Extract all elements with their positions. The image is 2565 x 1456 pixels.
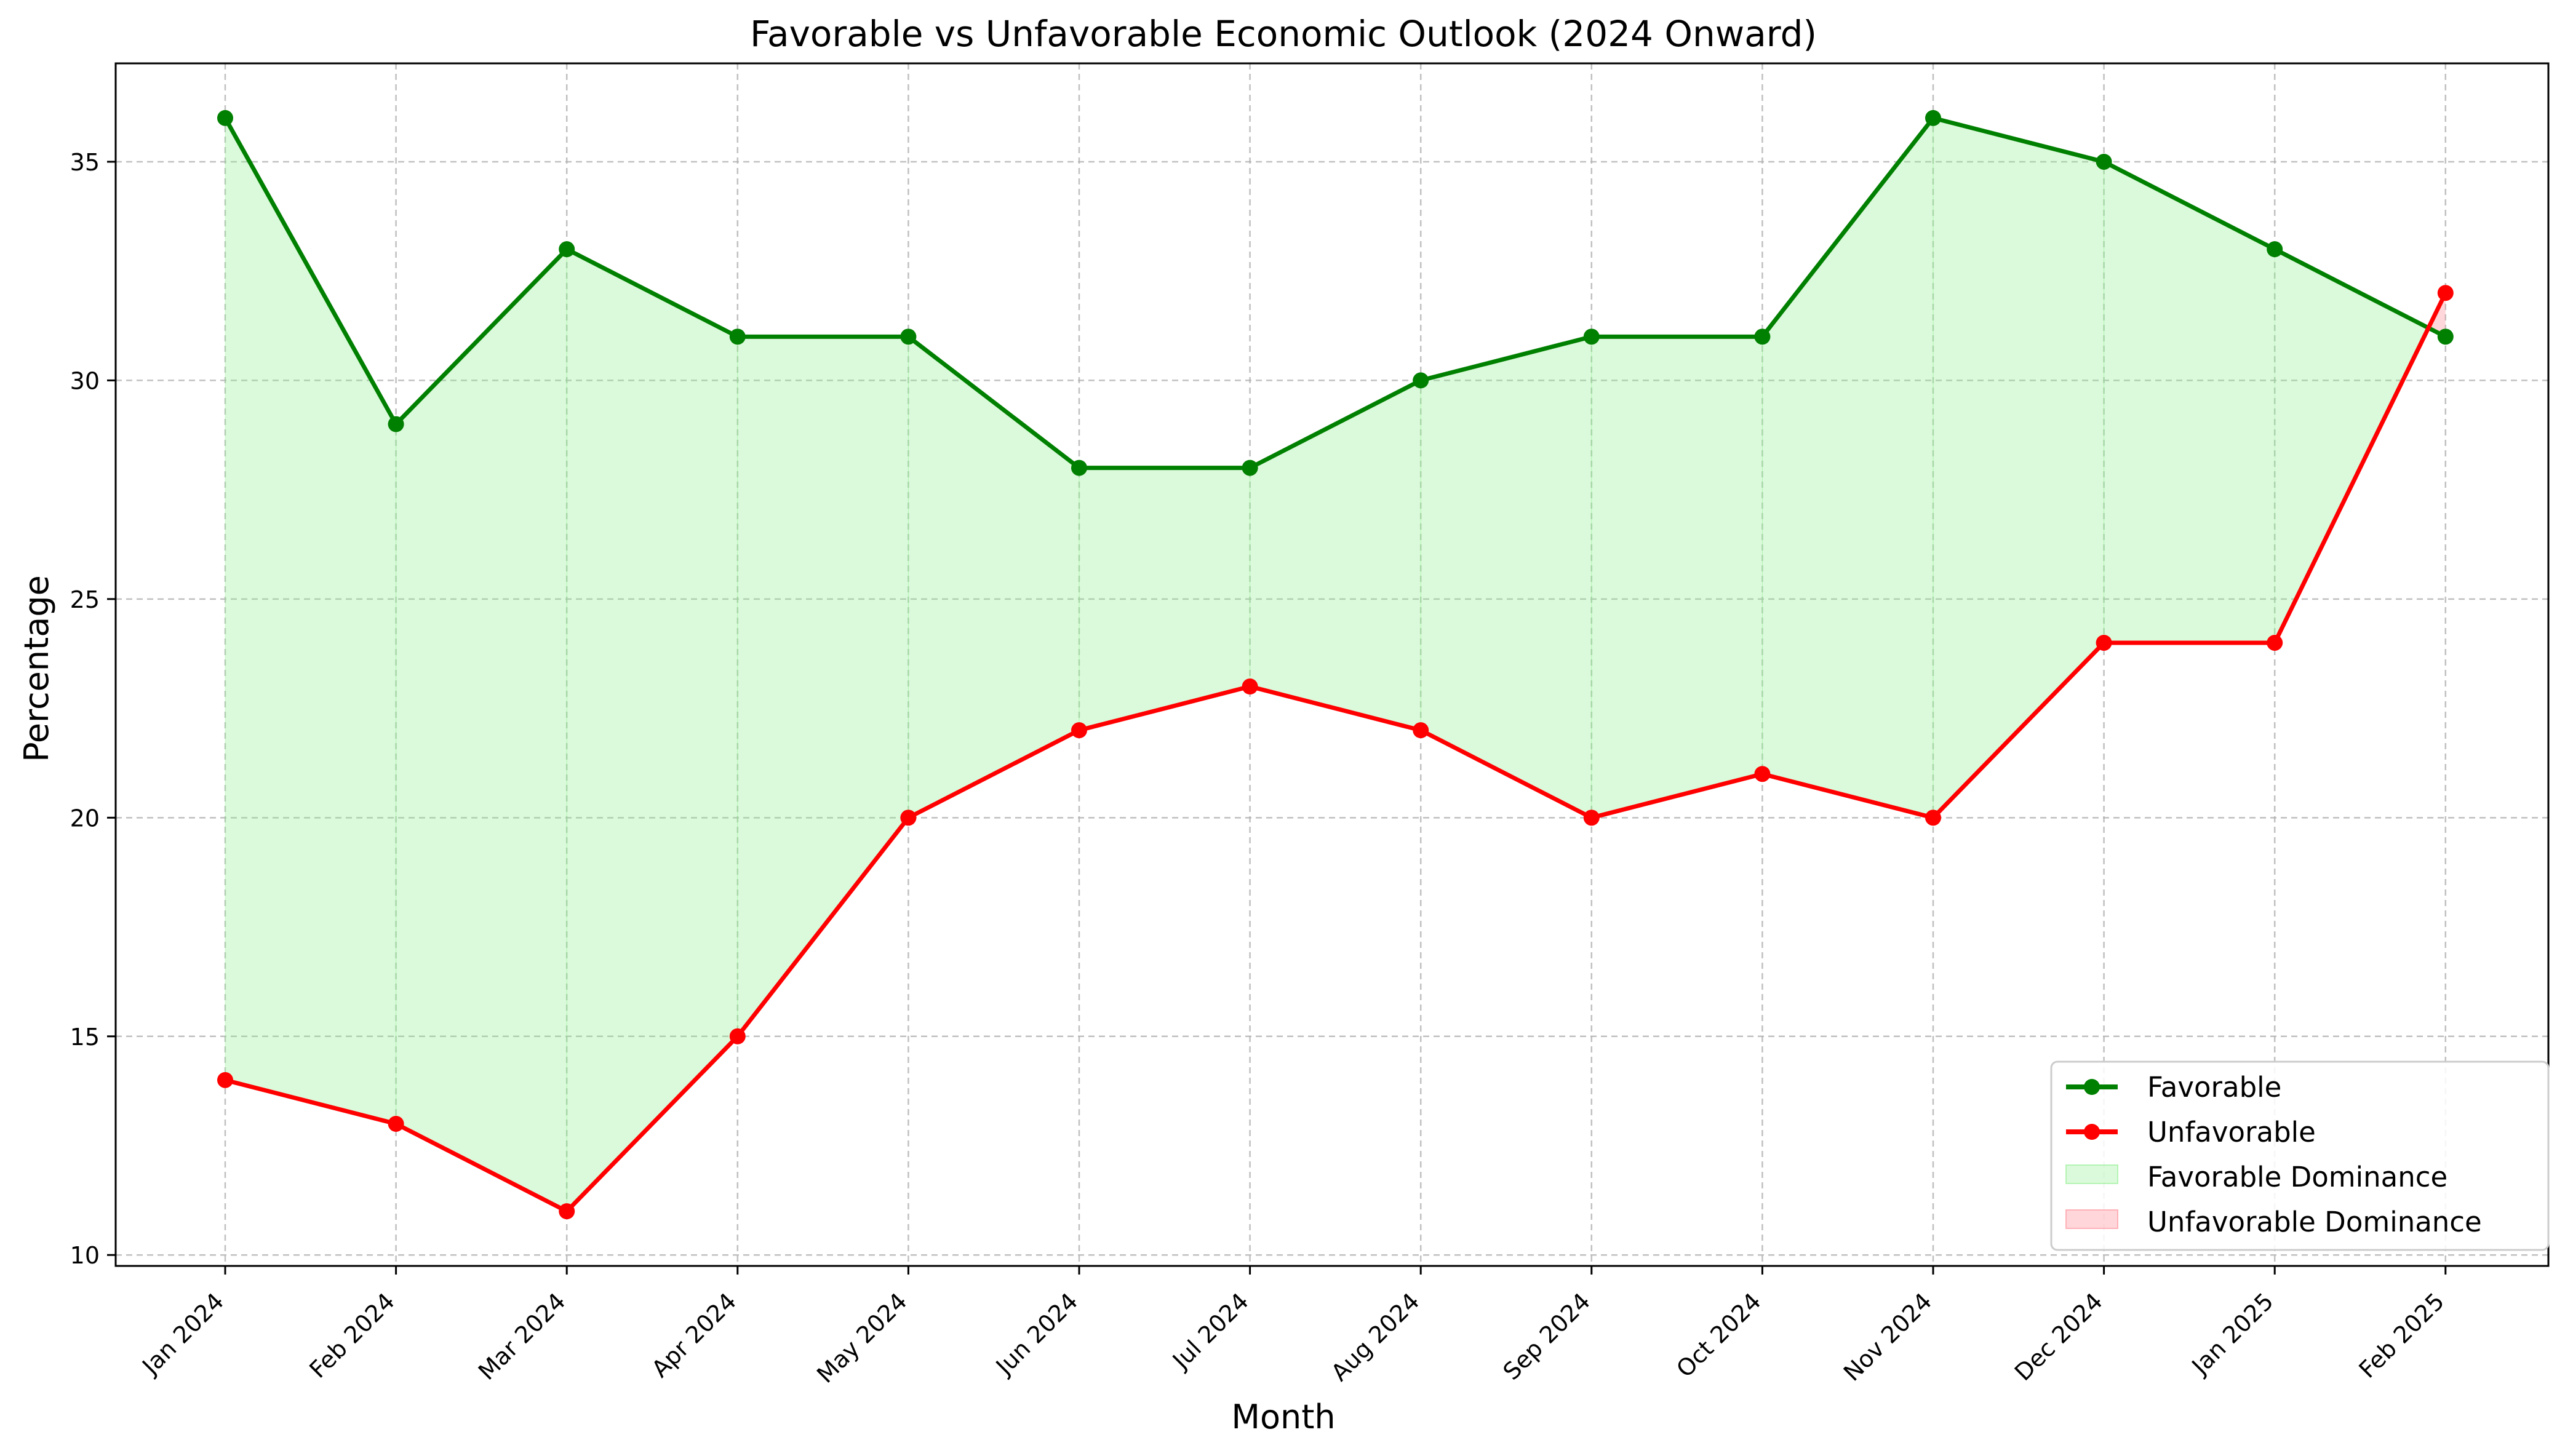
unfavorable-data-point (900, 810, 917, 826)
legend-label-unfavorable-dominance: Unfavorable Dominance (2147, 1206, 2482, 1238)
fill-layer (225, 116, 2446, 1212)
line-layer (223, 116, 2448, 1214)
y-tick-label: 10 (70, 1242, 100, 1269)
unfavorable-data-point (1413, 722, 1429, 739)
favorable-data-point (2437, 328, 2454, 345)
unfavorable-data-point (388, 1115, 404, 1132)
x-axis-label: Month (1231, 1398, 1335, 1436)
favorable-data-point (559, 241, 575, 258)
favorable-data-point (1413, 372, 1429, 389)
legend: Favorable Unfavorable Favorable Dominanc… (2050, 1060, 2550, 1251)
unfavorable-data-point (1754, 766, 1771, 782)
y-tick-label: 30 (70, 367, 100, 394)
legend-swatch-unfavorable-dominance (2065, 1209, 2118, 1229)
legend-label-unfavorable: Unfavorable (2147, 1116, 2316, 1148)
favorable-data-point (729, 328, 746, 345)
marker-layer (217, 109, 2454, 1220)
unfavorable-data-point (1242, 678, 1258, 695)
legend-item-favorable: Favorable (2066, 1071, 2281, 1104)
legend-item-unfavorable-dominance: Unfavorable Dominance (2065, 1206, 2482, 1238)
favorable-data-point (1925, 109, 1941, 126)
unfavorable-data-point (2267, 634, 2283, 651)
unfavorable-data-point (1071, 722, 1087, 739)
y-tick-label: 35 (70, 149, 100, 176)
favorable-data-point (388, 416, 404, 432)
y-tick-label: 20 (70, 805, 100, 832)
y-axis-label: Percentage (17, 575, 56, 762)
favorable-data-point (2267, 241, 2283, 258)
unfavorable-data-point (1583, 810, 1600, 826)
unfavorable-data-point (2437, 285, 2454, 301)
unfavorable-data-point (729, 1028, 746, 1044)
legend-swatch-unfavorable-marker (2084, 1124, 2100, 1140)
y-tick-label: 15 (70, 1024, 100, 1051)
legend-swatch-favorable-marker (2084, 1079, 2100, 1095)
legend-label-favorable-dominance: Favorable Dominance (2147, 1161, 2447, 1193)
favorable-series-line (223, 116, 2448, 471)
unfavorable-series-line (223, 290, 2448, 1214)
favorable-data-point (217, 109, 233, 126)
legend-swatch-favorable-dominance (2065, 1164, 2118, 1184)
favorable-data-point (1242, 459, 1258, 476)
legend-box (2050, 1060, 2550, 1251)
favorable-data-point (1754, 328, 1771, 345)
favorable-data-point (1071, 459, 1087, 476)
unfavorable-data-point (217, 1072, 233, 1088)
legend-item-unfavorable: Unfavorable (2066, 1116, 2316, 1148)
plot-frame (114, 62, 2550, 1267)
favorable-data-point (2096, 153, 2112, 170)
legend-item-favorable-dominance: Favorable Dominance (2065, 1161, 2447, 1193)
favorable-data-point (1583, 328, 1600, 345)
unfavorable-data-point (2096, 634, 2112, 651)
grid-layer (116, 63, 2548, 1266)
y-tick-label: 25 (70, 586, 100, 613)
favorable-dominance-area (1591, 336, 1763, 818)
legend-label-favorable: Favorable (2147, 1071, 2281, 1104)
unfavorable-data-point (559, 1203, 575, 1220)
favorable-data-point (900, 328, 917, 345)
chart-title: Favorable vs Unfavorable Economic Outloo… (750, 13, 1817, 55)
favorable-dominance-area (2275, 249, 2429, 643)
unfavorable-data-point (1925, 810, 1941, 826)
